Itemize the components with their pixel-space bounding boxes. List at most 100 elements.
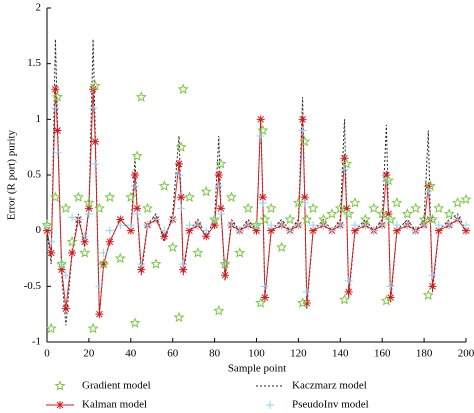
plus-marker	[434, 221, 443, 230]
asterisk-marker	[342, 204, 351, 213]
star-marker	[66, 235, 78, 247]
asterisk-marker	[386, 293, 395, 302]
asterisk-marker	[434, 226, 443, 235]
asterisk-marker	[91, 137, 100, 146]
asterisk-marker	[43, 226, 51, 235]
star-marker	[385, 213, 397, 225]
plus-marker	[216, 209, 225, 218]
plus-marker	[91, 159, 100, 168]
plus-marker	[286, 226, 295, 235]
star-marker	[142, 202, 154, 214]
star-marker	[426, 213, 439, 225]
plus-marker	[95, 282, 104, 291]
asterisk-marker	[298, 115, 307, 124]
star-marker	[299, 135, 311, 147]
plus-marker	[137, 260, 146, 269]
plus-marker	[214, 182, 223, 191]
asterisk-marker	[137, 265, 146, 274]
star-marker	[209, 213, 221, 225]
asterisk-marker	[428, 282, 437, 291]
x-tick-label: 200	[458, 348, 474, 360]
plus-marker	[298, 126, 307, 135]
star-marker	[349, 196, 361, 208]
x-tick-label: 20	[83, 348, 95, 360]
plus-marker	[133, 209, 142, 218]
plus-marker	[302, 287, 311, 296]
plus-marker	[53, 148, 62, 157]
star-marker	[242, 202, 254, 214]
star-marker	[338, 293, 351, 305]
star-marker	[200, 185, 212, 197]
plus-marker	[327, 226, 336, 235]
star-marker	[376, 208, 388, 219]
star-marker	[401, 208, 413, 219]
asterisk-marker	[174, 159, 183, 168]
plus-marker	[160, 226, 169, 235]
plus-marker	[84, 209, 93, 218]
y-tick-label: 0	[36, 224, 42, 236]
star-marker	[343, 208, 355, 219]
plus-marker	[227, 221, 236, 230]
plus-marker	[309, 221, 318, 230]
asterisk-marker	[126, 226, 135, 235]
star-marker	[380, 294, 392, 306]
star-marker	[219, 258, 231, 269]
plus-marker	[319, 221, 328, 230]
plus-marker	[453, 215, 462, 224]
asterisk-marker	[221, 271, 230, 280]
star-marker	[114, 252, 126, 264]
asterisk-marker	[384, 209, 393, 218]
star-marker	[60, 202, 72, 214]
asterisk-marker	[51, 85, 60, 94]
y-tick-label: 0.5	[27, 169, 41, 181]
star-marker	[318, 213, 330, 225]
plus-marker	[51, 104, 60, 113]
x-tick-label: 180	[416, 348, 433, 360]
asterisk-marker	[382, 171, 391, 179]
plus-marker	[411, 226, 420, 235]
star-marker	[334, 202, 346, 214]
star-marker	[135, 91, 147, 102]
star-marker	[51, 91, 64, 102]
star-marker	[292, 196, 304, 208]
star-marker	[301, 213, 313, 225]
plus-marker	[47, 237, 56, 246]
star-marker	[167, 241, 179, 253]
asterisk-marker	[56, 401, 64, 409]
plus-marker	[151, 215, 160, 224]
y-tick-label: 1	[36, 113, 42, 125]
star-marker	[215, 158, 227, 169]
star-marker	[391, 196, 403, 208]
asterisk-marker	[105, 237, 114, 246]
star-marker	[359, 213, 371, 225]
plus-marker	[99, 248, 108, 257]
star-marker	[89, 80, 101, 91]
star-marker	[129, 317, 141, 328]
asterisk-marker	[116, 215, 125, 224]
plus-marker	[105, 226, 114, 235]
plus-marker	[235, 226, 244, 235]
asterisk-marker	[462, 226, 470, 235]
star-marker	[87, 322, 99, 334]
star-marker	[276, 241, 288, 253]
plus-marker	[143, 221, 152, 230]
plus-marker	[258, 198, 267, 207]
star-marker	[93, 202, 105, 214]
plus-marker	[392, 221, 401, 230]
asterisk-marker	[130, 171, 139, 179]
star-marker	[125, 191, 137, 202]
star-marker	[45, 322, 57, 334]
plus-marker	[177, 204, 186, 213]
star-marker	[341, 158, 353, 169]
asterisk-marker	[84, 204, 93, 213]
star-marker	[183, 191, 195, 202]
star-marker	[173, 311, 185, 323]
star-marker	[460, 193, 472, 205]
x-tick-label: 160	[374, 348, 391, 360]
asterisk-marker	[99, 260, 108, 269]
plus-marker	[386, 282, 395, 291]
plus-marker	[294, 221, 303, 230]
legend-label: Gradient model	[82, 380, 151, 392]
plus-marker	[462, 221, 470, 230]
